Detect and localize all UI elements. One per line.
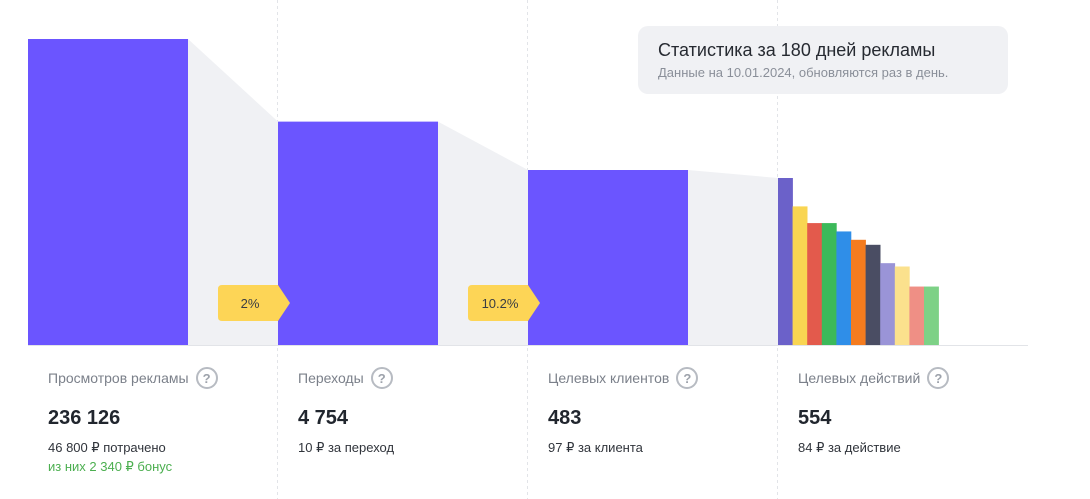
action-breakdown-bar	[924, 286, 939, 345]
action-breakdown-bar	[778, 178, 793, 345]
metric-cost: 10 ₽ за переход	[298, 440, 395, 455]
action-breakdown-bar	[909, 286, 925, 345]
action-breakdown-bar	[821, 223, 837, 345]
stats-info-card: Статистика за 180 дней рекламы Данные на…	[638, 26, 1008, 94]
metric-value: 236 126	[48, 407, 121, 429]
metric-target-clients: Целевых клиентов ? 483 97 ₽ за клиента	[548, 365, 778, 456]
funnel-bar	[528, 170, 688, 345]
conversion-badge-label: 10.2%	[482, 296, 519, 311]
action-breakdown-bar	[865, 244, 881, 345]
metric-label: Целевых действий	[798, 370, 921, 386]
metric-value: 554	[798, 407, 832, 429]
funnel-connector	[188, 39, 278, 345]
action-breakdown-bar	[894, 266, 910, 345]
action-breakdown-bar	[836, 231, 852, 345]
metric-value: 483	[548, 407, 582, 429]
metric-cost: 84 ₽ за действие	[798, 440, 901, 455]
funnel-bar	[28, 39, 188, 345]
stats-title: Статистика за 180 дней рекламы	[658, 40, 936, 60]
metric-label: Просмотров рекламы	[48, 370, 189, 386]
metric-cost: 97 ₽ за клиента	[548, 440, 643, 455]
action-breakdown-bar	[807, 223, 823, 345]
action-breakdown-bar	[880, 263, 896, 345]
funnel-connector	[688, 170, 778, 345]
metric-target-actions: Целевых действий ? 554 84 ₽ за действие	[798, 365, 1028, 456]
action-breakdown-bar	[792, 206, 808, 345]
metric-label: Целевых клиентов	[548, 370, 670, 386]
metric-label: Переходы	[298, 370, 364, 386]
conversion-badge	[468, 285, 540, 321]
funnel-bar	[278, 121, 438, 345]
stats-subtitle: Данные на 10.01.2024, обновляются раз в …	[658, 65, 949, 80]
help-icon[interactable]: ?	[676, 367, 699, 389]
metric-views: Просмотров рекламы ? 236 126 46 800 ₽ по…	[48, 365, 278, 475]
conversion-badge-label: 2%	[241, 296, 260, 311]
action-breakdown-bar	[851, 239, 866, 345]
metric-bonus: из них 2 340 ₽ бонус	[48, 459, 173, 474]
metric-cost: 46 800 ₽ потрачено	[48, 440, 166, 455]
help-icon[interactable]: ?	[195, 367, 218, 389]
metric-clicks: Переходы ? 4 754 10 ₽ за переход	[298, 365, 528, 456]
help-icon[interactable]: ?	[370, 367, 393, 389]
help-icon[interactable]: ?	[927, 367, 950, 389]
metric-value: 4 754	[298, 407, 349, 429]
conversion-badge	[218, 285, 290, 321]
